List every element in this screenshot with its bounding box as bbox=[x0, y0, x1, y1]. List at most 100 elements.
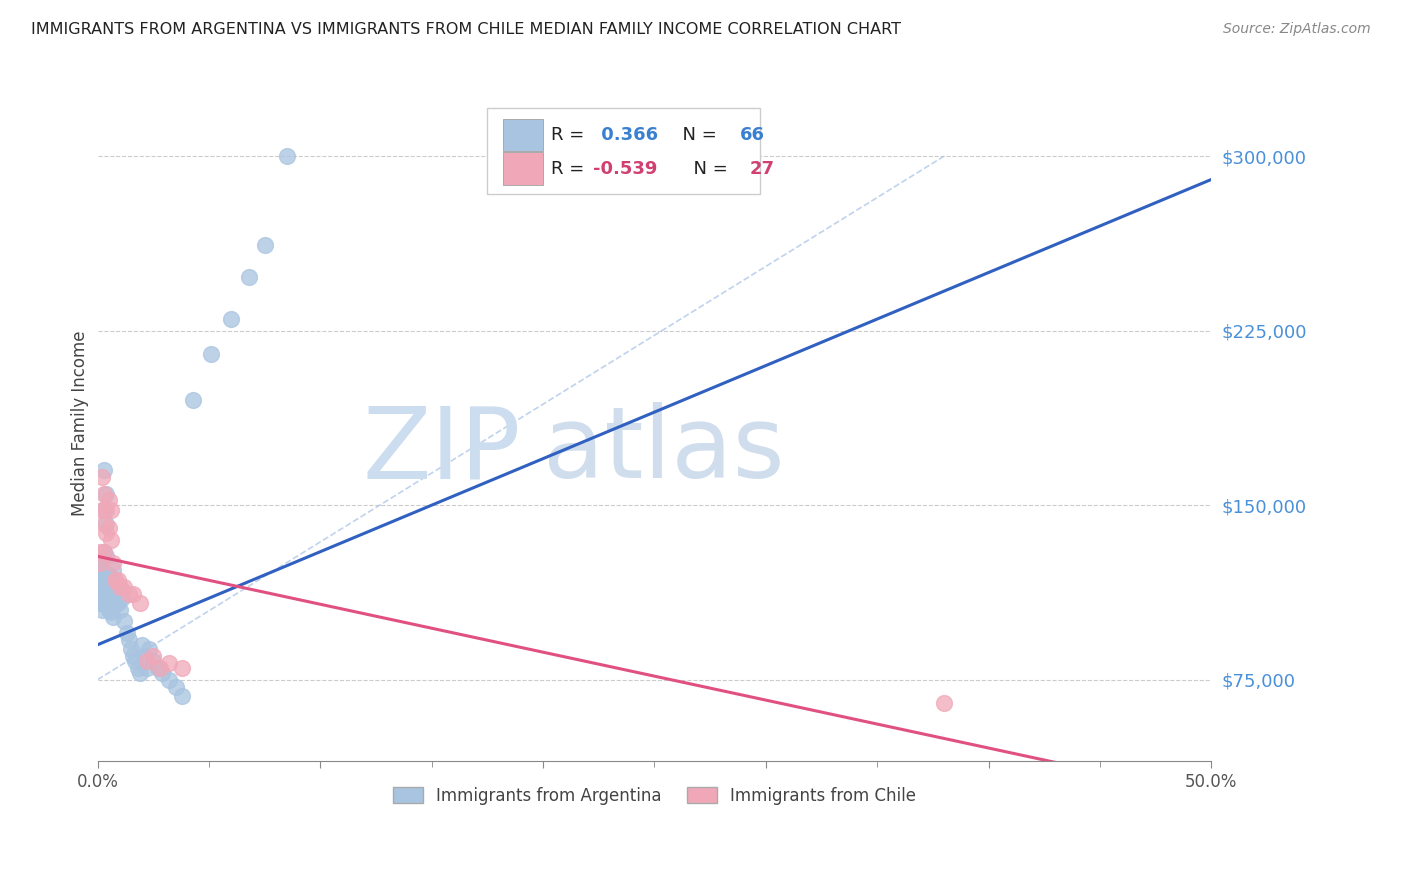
Point bbox=[93, 573, 115, 587]
Point bbox=[100, 584, 122, 599]
Point bbox=[122, 586, 145, 600]
Point bbox=[157, 657, 180, 671]
Legend: Immigrants from Argentina, Immigrants from Chile: Immigrants from Argentina, Immigrants fr… bbox=[385, 779, 924, 814]
Point bbox=[100, 533, 122, 547]
Text: -0.539: -0.539 bbox=[593, 160, 658, 178]
Point bbox=[100, 503, 122, 517]
Point bbox=[97, 580, 120, 594]
Point bbox=[104, 598, 127, 612]
Text: R =: R = bbox=[551, 126, 591, 144]
Point bbox=[135, 661, 157, 675]
Point bbox=[146, 661, 169, 675]
Point bbox=[104, 584, 127, 599]
FancyBboxPatch shape bbox=[503, 119, 543, 151]
Point bbox=[96, 486, 118, 500]
Point bbox=[97, 521, 120, 535]
Point bbox=[238, 270, 260, 285]
Point bbox=[200, 347, 222, 361]
Point bbox=[107, 596, 129, 610]
Point bbox=[157, 673, 180, 687]
Text: N =: N = bbox=[682, 160, 734, 178]
Point bbox=[91, 563, 114, 577]
Point bbox=[100, 573, 122, 587]
Point bbox=[219, 312, 242, 326]
Text: 27: 27 bbox=[749, 160, 775, 178]
Point bbox=[150, 665, 173, 680]
Point bbox=[91, 584, 114, 599]
Point bbox=[96, 516, 118, 531]
Point bbox=[101, 557, 124, 571]
Point bbox=[932, 696, 955, 710]
Point bbox=[91, 573, 114, 587]
Text: R =: R = bbox=[551, 160, 591, 178]
Point bbox=[142, 649, 165, 664]
Point bbox=[91, 596, 114, 610]
Point bbox=[89, 596, 111, 610]
Point bbox=[104, 573, 127, 587]
Point bbox=[101, 563, 124, 577]
Point bbox=[149, 661, 172, 675]
Point bbox=[108, 580, 131, 594]
Text: N =: N = bbox=[671, 126, 723, 144]
Point bbox=[93, 516, 115, 531]
Point bbox=[93, 544, 115, 558]
Point bbox=[108, 580, 131, 594]
Point bbox=[253, 237, 276, 252]
Y-axis label: Median Family Income: Median Family Income bbox=[72, 331, 89, 516]
Point bbox=[96, 596, 118, 610]
Point bbox=[91, 603, 114, 617]
Point bbox=[93, 503, 115, 517]
Point bbox=[89, 586, 111, 600]
Point bbox=[89, 557, 111, 571]
Point bbox=[183, 393, 205, 408]
Point bbox=[101, 574, 124, 589]
FancyBboxPatch shape bbox=[488, 108, 761, 194]
Text: atlas: atlas bbox=[543, 402, 785, 500]
Point bbox=[93, 486, 115, 500]
Point bbox=[115, 626, 138, 640]
Point bbox=[135, 654, 157, 668]
Point bbox=[89, 557, 111, 571]
Point bbox=[131, 638, 153, 652]
Point bbox=[89, 580, 111, 594]
Text: Source: ZipAtlas.com: Source: ZipAtlas.com bbox=[1223, 22, 1371, 37]
Point bbox=[129, 665, 152, 680]
Point bbox=[129, 596, 152, 610]
Point bbox=[142, 654, 165, 668]
Point bbox=[138, 642, 160, 657]
Point bbox=[172, 689, 194, 703]
Point bbox=[91, 470, 114, 484]
Point bbox=[276, 149, 298, 163]
Point bbox=[89, 544, 111, 558]
Point bbox=[122, 649, 145, 664]
Point bbox=[101, 598, 124, 612]
Point bbox=[112, 615, 135, 629]
Point bbox=[96, 526, 118, 541]
Text: 0.366: 0.366 bbox=[596, 126, 658, 144]
Point bbox=[89, 568, 111, 582]
Point bbox=[96, 549, 118, 564]
Point bbox=[101, 610, 124, 624]
Point bbox=[96, 573, 118, 587]
Point bbox=[96, 503, 118, 517]
Point bbox=[172, 661, 194, 675]
Point bbox=[107, 573, 129, 587]
Point bbox=[118, 586, 141, 600]
Point bbox=[101, 586, 124, 600]
Point bbox=[93, 596, 115, 610]
Point bbox=[93, 544, 115, 558]
FancyBboxPatch shape bbox=[503, 153, 543, 185]
Point bbox=[120, 642, 142, 657]
Point bbox=[134, 649, 156, 664]
Point bbox=[97, 568, 120, 582]
Point bbox=[165, 680, 187, 694]
Text: IMMIGRANTS FROM ARGENTINA VS IMMIGRANTS FROM CHILE MEDIAN FAMILY INCOME CORRELAT: IMMIGRANTS FROM ARGENTINA VS IMMIGRANTS … bbox=[31, 22, 901, 37]
Point bbox=[111, 591, 134, 606]
Point bbox=[100, 596, 122, 610]
Point bbox=[104, 573, 127, 587]
Point bbox=[112, 580, 135, 594]
Point bbox=[124, 654, 146, 668]
Text: 66: 66 bbox=[741, 126, 765, 144]
Point bbox=[118, 633, 141, 648]
Point bbox=[91, 551, 114, 566]
